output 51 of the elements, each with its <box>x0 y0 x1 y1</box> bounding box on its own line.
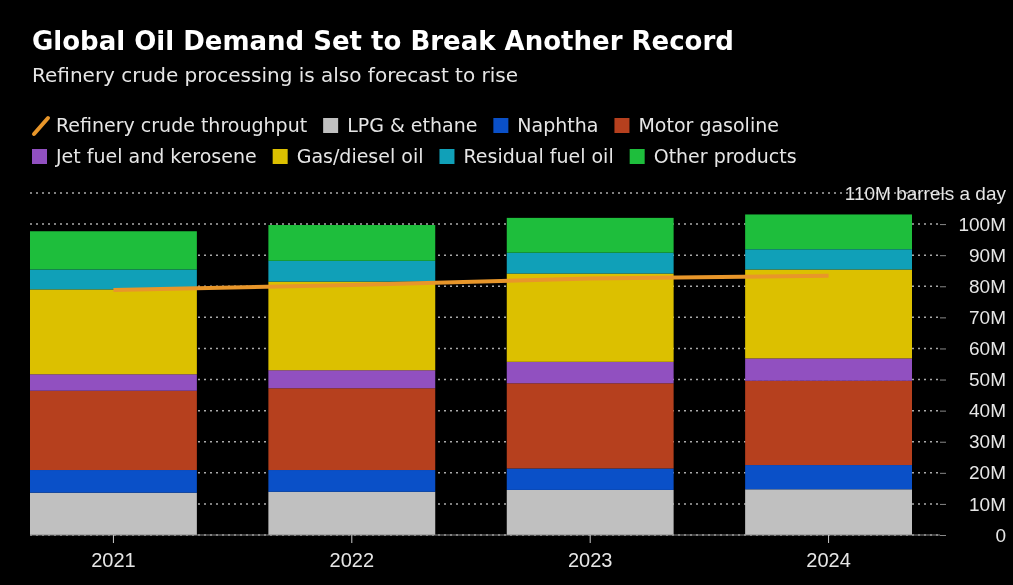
bar <box>30 231 197 270</box>
bar <box>268 370 436 389</box>
x-tick-label: 2024 <box>806 549 851 572</box>
bar <box>745 249 912 270</box>
y-tick-label: 110M barrels a day <box>844 182 1007 204</box>
chart-subtitle: Refinery crude processing is also forecast to rise <box>32 63 519 87</box>
y-tick-label: 0 <box>995 524 1006 546</box>
bar <box>745 358 912 381</box>
legend-label: Naphtha <box>517 114 599 136</box>
x-tick-label: 2021 <box>91 549 136 572</box>
legend-label: Gas/diesel oil <box>296 145 424 167</box>
bar <box>506 361 674 384</box>
bar <box>268 281 436 371</box>
line-series <box>111 273 831 292</box>
legend-label: Refinery crude throughput <box>56 114 308 136</box>
bar <box>268 225 436 261</box>
bar <box>268 388 436 471</box>
bar <box>30 269 197 290</box>
y-tick-label: 50M <box>969 369 1006 391</box>
legend-label: Jet fuel and kerosene <box>55 145 257 167</box>
y-tick-label: 20M <box>969 462 1006 484</box>
y-tick-label: 100M <box>958 213 1006 235</box>
bar <box>30 390 197 471</box>
bar <box>30 289 197 375</box>
y-tick-label: 70M <box>969 306 1006 328</box>
bar <box>745 380 912 466</box>
x-tick-label: 2022 <box>329 549 375 572</box>
bar <box>506 217 674 253</box>
y-tick-label: 60M <box>969 338 1006 360</box>
legend-label: Residual fuel oil <box>463 145 614 167</box>
bar <box>268 260 436 282</box>
bar <box>30 374 197 391</box>
bar <box>745 269 912 359</box>
legend-label: Other products <box>653 145 797 167</box>
legend-label: Motor gasoline <box>638 114 779 136</box>
chart-title: Global Oil Demand Set to Break Another Record <box>32 26 734 56</box>
bar <box>745 214 912 250</box>
bar <box>506 383 674 469</box>
legend-label: LPG & ethane <box>347 114 478 136</box>
x-tick-label: 2023 <box>567 549 613 572</box>
bar <box>745 465 912 490</box>
y-tick-label: 90M <box>969 244 1006 266</box>
y-tick-label: 10M <box>969 493 1006 515</box>
bar <box>506 252 674 274</box>
bar <box>506 273 674 362</box>
y-tick-label: 30M <box>969 431 1006 453</box>
y-tick-label: 40M <box>969 400 1006 422</box>
y-tick-label: 80M <box>969 275 1006 297</box>
bar <box>30 470 197 493</box>
bar <box>506 468 674 490</box>
bar <box>268 470 436 492</box>
